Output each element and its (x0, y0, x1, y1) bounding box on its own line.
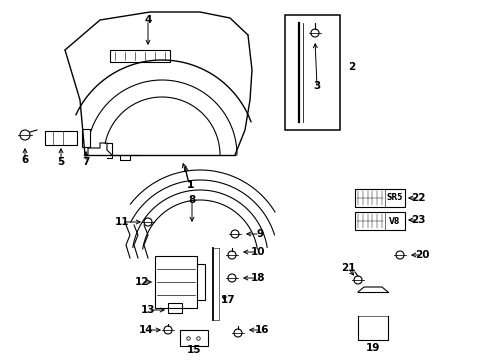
Text: 23: 23 (411, 215, 425, 225)
Text: 6: 6 (22, 155, 28, 165)
Text: 18: 18 (251, 273, 265, 283)
Text: 9: 9 (256, 229, 264, 239)
Text: 4: 4 (145, 15, 152, 25)
Text: 15: 15 (187, 345, 201, 355)
Bar (180, 330, 208, 346)
Text: 3: 3 (314, 81, 320, 91)
Text: 21: 21 (341, 263, 355, 273)
Bar (45, 131, 77, 145)
Bar (110, 50, 170, 62)
Text: 11: 11 (115, 217, 129, 227)
Text: 20: 20 (415, 250, 429, 260)
Text: 7: 7 (82, 157, 90, 167)
Text: V8: V8 (390, 216, 401, 225)
Text: 1: 1 (186, 180, 194, 190)
Text: 22: 22 (411, 193, 425, 203)
Text: 12: 12 (135, 277, 149, 287)
Text: SR5: SR5 (387, 194, 403, 202)
Bar (155, 256, 197, 308)
Text: 2: 2 (348, 62, 356, 72)
Text: 10: 10 (251, 247, 265, 257)
Bar (355, 212, 405, 230)
Text: 5: 5 (57, 157, 65, 167)
Bar (285, 15, 340, 130)
Text: 19: 19 (366, 343, 380, 353)
Text: 17: 17 (220, 295, 235, 305)
Text: 13: 13 (141, 305, 155, 315)
Text: 8: 8 (188, 195, 196, 205)
Text: 14: 14 (139, 325, 153, 335)
Text: 16: 16 (255, 325, 269, 335)
Bar (355, 189, 405, 207)
Bar (82, 129, 90, 147)
Text: 1: 1 (186, 180, 194, 190)
Bar (168, 303, 182, 313)
